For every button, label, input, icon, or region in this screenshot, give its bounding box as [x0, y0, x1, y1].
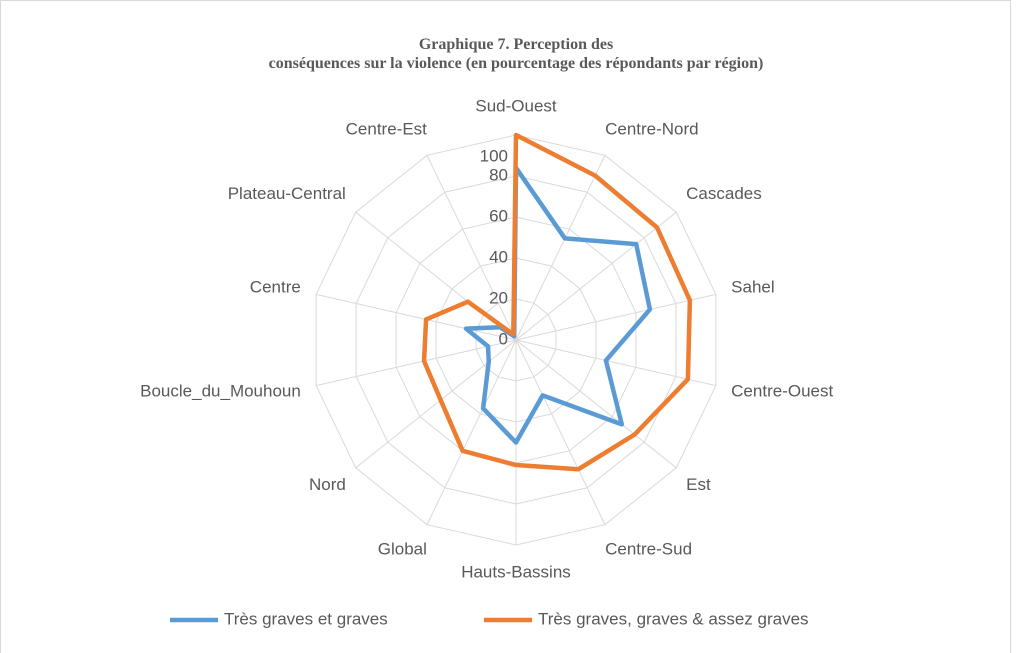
legend-label: Très graves, graves & assez graves — [538, 609, 809, 628]
category-label: Hauts-Bassins — [461, 562, 571, 581]
y-tick-label: 100 — [480, 146, 508, 165]
category-label: Centre-Nord — [605, 120, 699, 139]
spoke — [515, 339, 677, 469]
category-label: Centre-Est — [346, 120, 428, 139]
y-tick-label: 40 — [489, 247, 508, 266]
spoke — [515, 293, 716, 341]
category-label: Boucle_du_Mouhoun — [140, 381, 301, 400]
category-label: Nord — [309, 475, 346, 494]
category-label: Centre-Sud — [605, 539, 692, 558]
category-label: Centre — [250, 278, 301, 297]
category-label: Centre-Ouest — [731, 381, 833, 400]
y-tick-label: 60 — [489, 206, 508, 225]
category-label: Plateau-Central — [228, 184, 346, 203]
y-tick-label: 80 — [489, 165, 508, 184]
legend-label: Très graves et graves — [224, 609, 388, 628]
y-tick-label: 20 — [489, 288, 508, 307]
spoke — [515, 339, 716, 387]
spoke — [316, 339, 517, 387]
category-label: Sahel — [731, 278, 774, 297]
series-line — [421, 132, 693, 472]
spoke — [515, 155, 606, 341]
series-line — [463, 165, 653, 445]
category-label: Est — [686, 475, 711, 494]
y-tick-label: 0 — [499, 329, 508, 348]
category-label: Sud-Ouest — [475, 96, 557, 115]
chart-title: Graphique 7. Perception des conséquences … — [269, 36, 764, 72]
spoke — [515, 339, 606, 525]
category-label: Cascades — [686, 184, 762, 203]
spoke — [316, 293, 517, 341]
category-label: Global — [378, 539, 427, 558]
spoke — [515, 211, 677, 341]
spoke — [426, 339, 517, 525]
spoke — [355, 339, 517, 469]
spoke — [426, 155, 517, 341]
